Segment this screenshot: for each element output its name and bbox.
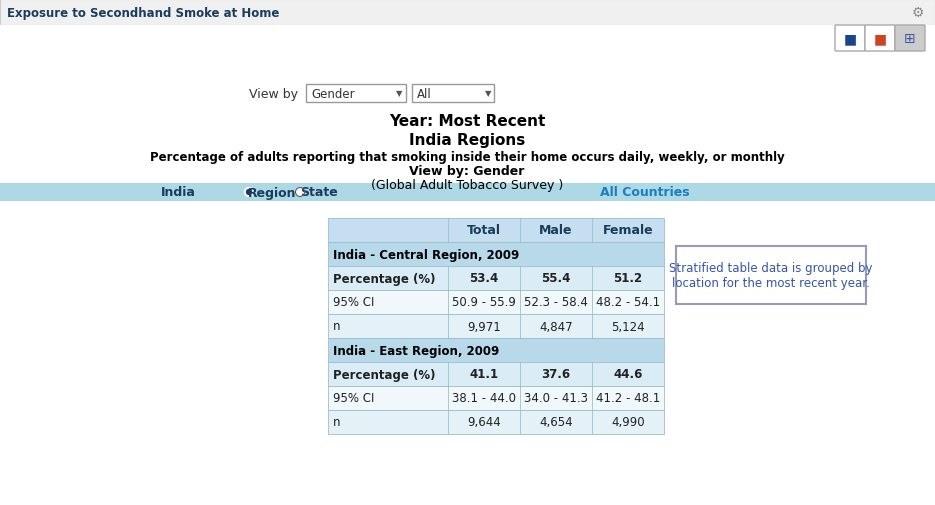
- Text: Female: Female: [603, 224, 654, 237]
- Text: Total: Total: [467, 224, 501, 237]
- Text: 34.0 - 41.3: 34.0 - 41.3: [524, 392, 588, 405]
- Text: India Regions: India Regions: [409, 133, 525, 148]
- Text: India: India: [161, 186, 195, 199]
- Text: Male: Male: [539, 224, 573, 237]
- Text: 41.2 - 48.1: 41.2 - 48.1: [596, 392, 660, 405]
- Text: 48.2 - 54.1: 48.2 - 54.1: [596, 296, 660, 309]
- Text: ■: ■: [843, 32, 856, 46]
- Text: Percentage (%): Percentage (%): [333, 272, 436, 285]
- Bar: [412, 85, 494, 103]
- Text: View by: View by: [249, 87, 298, 100]
- Bar: [306, 85, 406, 103]
- Text: 9,644: 9,644: [468, 416, 501, 429]
- Text: n: n: [333, 416, 340, 429]
- Bar: [328, 315, 664, 338]
- Circle shape: [295, 188, 305, 197]
- Text: Percentage of adults reporting that smoking inside their home occurs daily, week: Percentage of adults reporting that smok…: [150, 150, 784, 163]
- Bar: [328, 410, 664, 434]
- Bar: [676, 246, 866, 305]
- Bar: [328, 290, 664, 315]
- FancyBboxPatch shape: [895, 26, 925, 52]
- Text: Gender: Gender: [311, 87, 354, 100]
- Text: 41.1: 41.1: [469, 368, 498, 381]
- Text: India - Central Region, 2009: India - Central Region, 2009: [333, 248, 519, 261]
- Text: View by: Gender: View by: Gender: [410, 164, 525, 177]
- Text: 44.6: 44.6: [613, 368, 642, 381]
- FancyBboxPatch shape: [835, 26, 865, 52]
- Text: Exposure to Secondhand Smoke at Home: Exposure to Secondhand Smoke at Home: [7, 7, 280, 20]
- Circle shape: [247, 190, 252, 195]
- Bar: [328, 338, 664, 362]
- Text: ▼: ▼: [484, 89, 491, 98]
- Text: Region: Region: [248, 186, 296, 199]
- Text: 4,990: 4,990: [611, 416, 645, 429]
- Text: 4,654: 4,654: [539, 416, 573, 429]
- FancyBboxPatch shape: [865, 26, 895, 52]
- Bar: [0, 0, 935, 26]
- Text: 4,847: 4,847: [539, 320, 573, 333]
- Text: 37.6: 37.6: [541, 368, 570, 381]
- Text: Stratified table data is grouped by
location for the most recent year.: Stratified table data is grouped by loca…: [669, 262, 872, 289]
- Text: Year: Most Recent: Year: Most Recent: [389, 113, 545, 128]
- Text: All Countries: All Countries: [600, 186, 690, 199]
- Text: ▼: ▼: [396, 89, 402, 98]
- Text: 50.9 - 55.9: 50.9 - 55.9: [452, 296, 516, 309]
- Text: All: All: [417, 87, 432, 100]
- Text: 52.3 - 58.4: 52.3 - 58.4: [524, 296, 588, 309]
- Text: 53.4: 53.4: [469, 272, 498, 285]
- Text: ⊞: ⊞: [904, 32, 915, 46]
- Text: 51.2: 51.2: [613, 272, 642, 285]
- Bar: [328, 386, 664, 410]
- Bar: [328, 267, 664, 290]
- Circle shape: [244, 188, 253, 197]
- Text: 55.4: 55.4: [541, 272, 570, 285]
- Text: 95% CI: 95% CI: [333, 392, 374, 405]
- Text: 5,124: 5,124: [611, 320, 645, 333]
- Text: ■: ■: [873, 32, 886, 46]
- Text: (Global Adult Tobacco Survey ): (Global Adult Tobacco Survey ): [371, 178, 563, 191]
- Text: 95% CI: 95% CI: [333, 296, 374, 309]
- Text: 9,971: 9,971: [468, 320, 501, 333]
- Text: India - East Region, 2009: India - East Region, 2009: [333, 344, 499, 357]
- Bar: [0, 184, 935, 201]
- Bar: [328, 219, 664, 242]
- Text: 38.1 - 44.0: 38.1 - 44.0: [452, 392, 516, 405]
- Text: ⚙: ⚙: [912, 6, 925, 20]
- Text: Percentage (%): Percentage (%): [333, 368, 436, 381]
- Bar: [328, 362, 664, 386]
- Text: n: n: [333, 320, 340, 333]
- Text: State: State: [300, 186, 338, 199]
- Bar: [328, 242, 664, 267]
